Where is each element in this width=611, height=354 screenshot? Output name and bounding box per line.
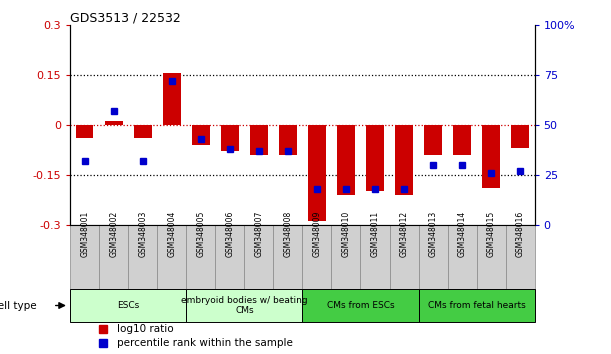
Text: GSM348013: GSM348013: [428, 210, 437, 257]
Text: CMs from fetal hearts: CMs from fetal hearts: [428, 301, 525, 310]
Bar: [279, 125, 297, 155]
Text: CMs from ESCs: CMs from ESCs: [327, 301, 394, 310]
Bar: [302, 289, 419, 322]
Bar: [251, 125, 268, 155]
Text: cell type: cell type: [0, 301, 37, 310]
Bar: [511, 125, 529, 148]
Text: GSM348012: GSM348012: [400, 210, 409, 257]
Bar: [163, 73, 181, 125]
Bar: [128, 224, 158, 289]
Bar: [483, 125, 500, 188]
Bar: [477, 224, 506, 289]
Text: GSM348004: GSM348004: [167, 210, 177, 257]
Bar: [134, 125, 152, 138]
Bar: [70, 224, 99, 289]
Bar: [390, 224, 419, 289]
Text: GSM348006: GSM348006: [225, 210, 235, 257]
Text: GSM348002: GSM348002: [109, 210, 119, 257]
Bar: [447, 224, 477, 289]
Bar: [76, 125, 93, 138]
Bar: [274, 224, 302, 289]
Bar: [337, 125, 354, 195]
Bar: [419, 224, 447, 289]
Bar: [221, 125, 239, 151]
Text: GSM348003: GSM348003: [138, 210, 147, 257]
Text: GSM348005: GSM348005: [196, 210, 205, 257]
Text: GSM348008: GSM348008: [284, 210, 293, 257]
Text: GSM348009: GSM348009: [312, 210, 321, 257]
Text: percentile rank within the sample: percentile rank within the sample: [117, 338, 293, 348]
Text: GSM348010: GSM348010: [342, 210, 351, 257]
Bar: [158, 224, 186, 289]
Bar: [216, 224, 244, 289]
Text: GSM348011: GSM348011: [370, 210, 379, 257]
Bar: [186, 289, 302, 322]
Text: GSM348014: GSM348014: [458, 210, 467, 257]
Text: GSM348016: GSM348016: [516, 210, 525, 257]
Bar: [244, 224, 274, 289]
Bar: [395, 125, 413, 195]
Bar: [100, 224, 128, 289]
Bar: [360, 224, 390, 289]
Bar: [192, 125, 210, 145]
Text: embryoid bodies w/ beating
CMs: embryoid bodies w/ beating CMs: [181, 296, 308, 315]
Bar: [367, 125, 384, 191]
Text: GSM348001: GSM348001: [80, 210, 89, 257]
Bar: [302, 224, 332, 289]
Bar: [453, 125, 470, 155]
Bar: [506, 224, 535, 289]
Bar: [424, 125, 442, 155]
Bar: [70, 289, 186, 322]
Text: ESCs: ESCs: [117, 301, 139, 310]
Text: GSM348007: GSM348007: [254, 210, 263, 257]
Text: GDS3513 / 22532: GDS3513 / 22532: [70, 12, 181, 25]
Text: GSM348015: GSM348015: [486, 210, 496, 257]
Bar: [105, 121, 122, 125]
Bar: [419, 289, 535, 322]
Bar: [331, 224, 360, 289]
Text: log10 ratio: log10 ratio: [117, 325, 174, 335]
Bar: [186, 224, 216, 289]
Bar: [309, 125, 326, 221]
